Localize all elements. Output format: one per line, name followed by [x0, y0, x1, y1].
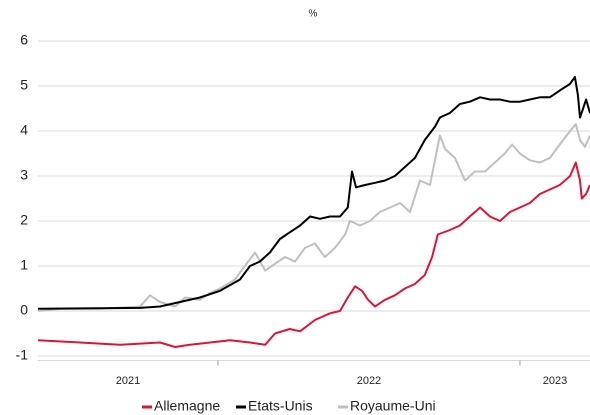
y-tick-label: 1: [20, 257, 28, 273]
chart-title: %: [309, 9, 318, 20]
legend-label: Royaume-Uni: [350, 398, 436, 414]
legend-label: Etats-Unis: [248, 398, 313, 414]
y-tick-label: 6: [20, 32, 28, 48]
y-tick-label: -1: [16, 347, 29, 363]
series-line: [37, 76, 590, 310]
x-tick-label: 2022: [357, 375, 381, 387]
x-tick-label: 2021: [116, 375, 140, 387]
y-tick-label: 2: [20, 212, 28, 228]
y-tick-label: 4: [20, 122, 28, 138]
y-tick-label: 3: [20, 167, 28, 183]
x-tick-label: 2023: [543, 375, 567, 387]
y-tick-label: 0: [20, 302, 28, 318]
series-line: [37, 161, 590, 348]
series-line: [37, 123, 590, 312]
y-tick-label: 5: [20, 77, 28, 93]
legend-label: Allemagne: [154, 398, 220, 414]
